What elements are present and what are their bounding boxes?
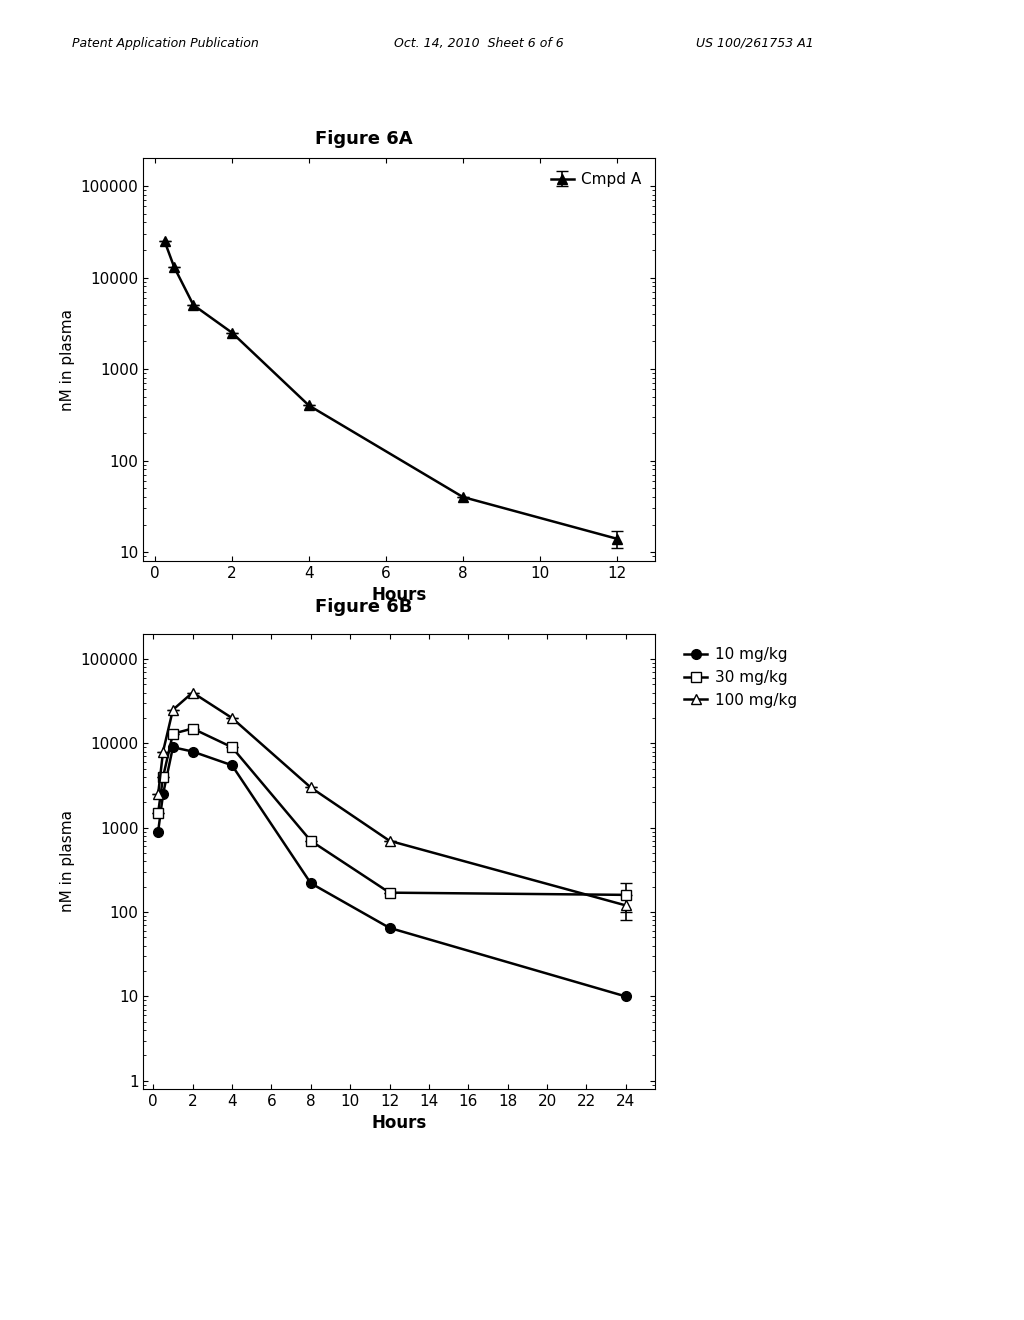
Text: Figure 6B: Figure 6B — [314, 598, 413, 616]
Text: US 100/261753 A1: US 100/261753 A1 — [696, 37, 814, 50]
Legend: 10 mg/kg, 30 mg/kg, 100 mg/kg: 10 mg/kg, 30 mg/kg, 100 mg/kg — [678, 642, 803, 714]
Y-axis label: nM in plasma: nM in plasma — [60, 309, 75, 411]
Text: Oct. 14, 2010  Sheet 6 of 6: Oct. 14, 2010 Sheet 6 of 6 — [394, 37, 564, 50]
Y-axis label: nM in plasma: nM in plasma — [60, 810, 75, 912]
Legend: Cmpd A: Cmpd A — [545, 166, 648, 193]
X-axis label: Hours: Hours — [372, 586, 427, 605]
Text: Patent Application Publication: Patent Application Publication — [72, 37, 258, 50]
X-axis label: Hours: Hours — [372, 1114, 427, 1133]
Text: Figure 6A: Figure 6A — [314, 129, 413, 148]
